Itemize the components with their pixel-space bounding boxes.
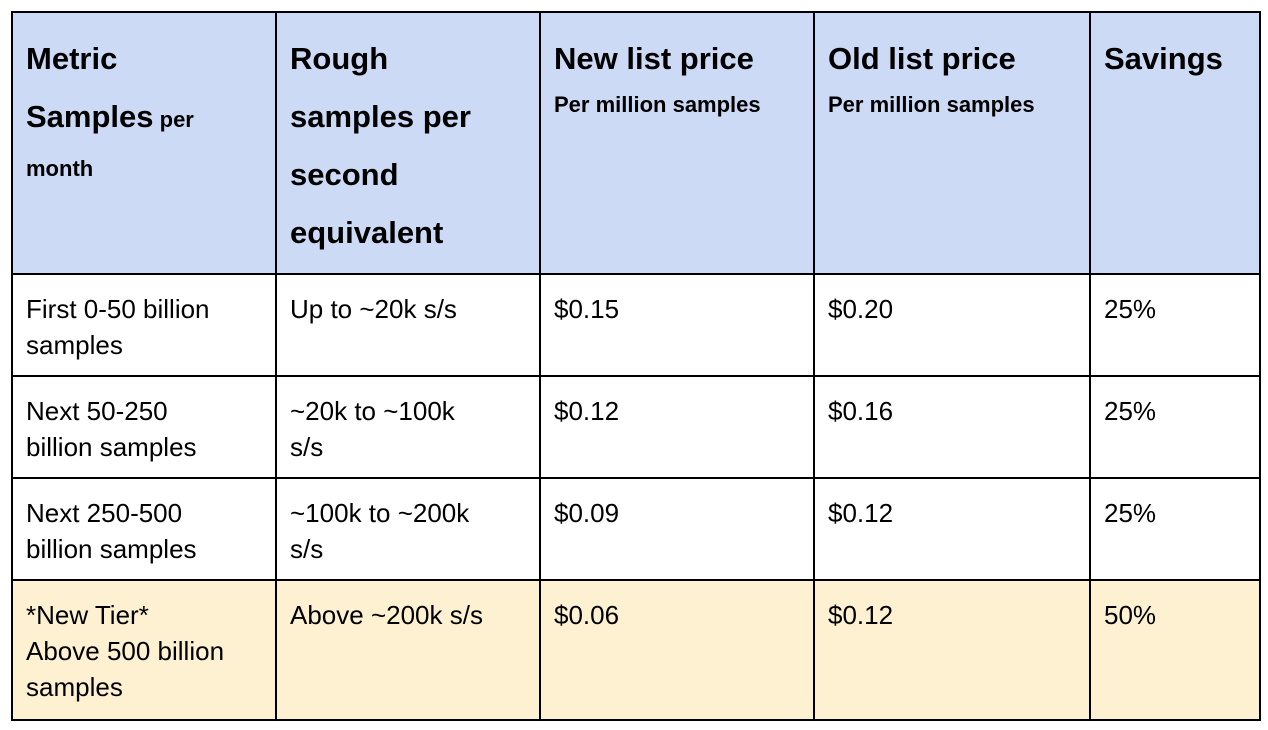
cell-text: $0.12: [554, 396, 620, 426]
cell-text: 25%: [1104, 294, 1157, 324]
header-metric-suffix: per: [153, 107, 194, 132]
header-rough: Rough samples per second equivalent: [275, 11, 541, 275]
cell-old-price: $0.16: [813, 375, 1091, 479]
cell-text: billion samples: [26, 432, 197, 462]
cell-rough: ~100k to ~200k s/s: [275, 477, 541, 581]
header-new-price-title: New list price: [554, 41, 754, 76]
cell-rough: Up to ~20k s/s: [275, 273, 541, 377]
cell-text: Next 250-500: [26, 498, 183, 528]
cell-text: 25%: [1104, 498, 1157, 528]
header-metric-line1: Metric: [26, 41, 118, 76]
cell-text: Above ~200k s/s: [290, 600, 483, 630]
cell-new-price: $0.09: [539, 477, 815, 581]
header-old-price-sub: Per million samples: [828, 92, 1035, 117]
cell-text: samples: [26, 330, 123, 360]
table-header-row: Metric Samples per month Rough samples p…: [11, 11, 1261, 275]
cell-savings: 25%: [1089, 375, 1261, 479]
table-row-new-tier: *New Tier* Above 500 billion samples Abo…: [11, 579, 1261, 721]
cell-metric: First 0-50 billion samples: [11, 273, 277, 377]
header-rough-line4: equivalent: [290, 215, 444, 250]
header-metric-line2: Samples: [26, 99, 154, 134]
cell-savings: 25%: [1089, 273, 1261, 377]
header-metric-line2-wrap: Samples per: [26, 88, 263, 149]
cell-text: First 0-50 billion: [26, 294, 210, 324]
cell-old-price: $0.12: [813, 579, 1091, 721]
table-row: First 0-50 billion samples Up to ~20k s/…: [11, 273, 1261, 377]
header-metric: Metric Samples per month: [11, 11, 277, 275]
cell-old-price: $0.12: [813, 477, 1091, 581]
cell-text: 25%: [1104, 396, 1157, 426]
cell-text: $0.16: [828, 396, 894, 426]
cell-metric: Next 50-250 billion samples: [11, 375, 277, 479]
cell-savings: 25%: [1089, 477, 1261, 581]
header-rough-line1: Rough: [290, 41, 389, 76]
header-metric-line3: month: [26, 156, 94, 181]
header-old-price-title: Old list price: [828, 41, 1016, 76]
cell-rough: Above ~200k s/s: [275, 579, 541, 721]
cell-rough: ~20k to ~100k s/s: [275, 375, 541, 479]
cell-text: $0.06: [554, 600, 620, 630]
header-savings-title: Savings: [1104, 41, 1223, 76]
cell-metric: *New Tier* Above 500 billion samples: [11, 579, 277, 721]
cell-new-price: $0.06: [539, 579, 815, 721]
cell-text: Next 50-250: [26, 396, 168, 426]
header-rough-line2: samples per: [290, 99, 471, 134]
cell-text: *New Tier*: [26, 600, 149, 630]
cell-text: $0.12: [828, 498, 894, 528]
cell-old-price: $0.20: [813, 273, 1091, 377]
cell-text: $0.12: [828, 600, 894, 630]
cell-new-price: $0.12: [539, 375, 815, 479]
cell-new-price: $0.15: [539, 273, 815, 377]
cell-text: Above 500 billion: [26, 636, 225, 666]
header-old-price: Old list price Per million samples: [813, 11, 1091, 275]
cell-text: $0.15: [554, 294, 620, 324]
cell-savings: 50%: [1089, 579, 1261, 721]
cell-text: 50%: [1104, 600, 1157, 630]
cell-text: billion samples: [26, 534, 197, 564]
header-new-price-sub: Per million samples: [554, 92, 761, 117]
table-row: Next 50-250 billion samples ~20k to ~100…: [11, 375, 1261, 479]
table-row: Next 250-500 billion samples ~100k to ~2…: [11, 477, 1261, 581]
cell-text: s/s: [290, 534, 324, 564]
cell-text: samples: [26, 672, 123, 702]
cell-metric: Next 250-500 billion samples: [11, 477, 277, 581]
cell-text: ~100k to ~200k: [290, 498, 470, 528]
cell-text: s/s: [290, 432, 324, 462]
header-rough-line3: second: [290, 157, 399, 192]
cell-text: $0.09: [554, 498, 620, 528]
header-savings: Savings: [1089, 11, 1261, 275]
cell-text: Up to ~20k s/s: [290, 294, 457, 324]
cell-text: $0.20: [828, 294, 894, 324]
cell-text: ~20k to ~100k: [290, 396, 455, 426]
header-new-price: New list price Per million samples: [539, 11, 815, 275]
pricing-table: Metric Samples per month Rough samples p…: [11, 11, 1261, 721]
